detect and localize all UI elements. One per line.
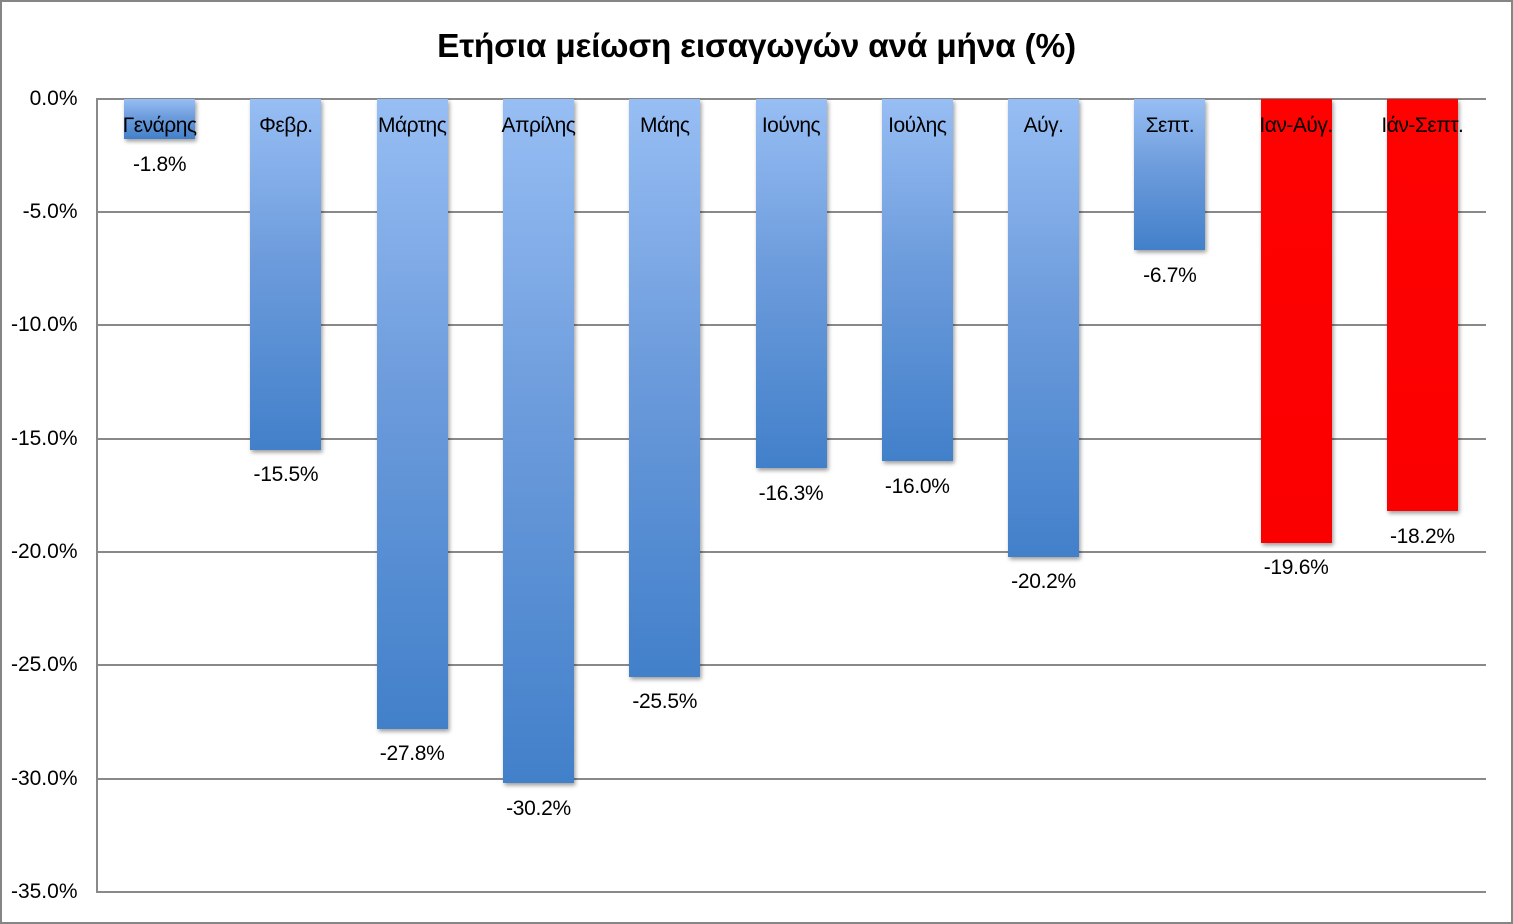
value-label-Απρίλης: -30.2% [506,796,571,820]
category-label-Φεβρ.: Φεβρ. [259,113,313,137]
category-label-Ιούλης: Ιούλης [888,113,947,137]
gridline--35.0% [96,891,1486,894]
value-label-Γενάρης: -1.8% [132,152,187,176]
category-label-Σεπτ.: Σεπτ. [1145,113,1195,137]
bar-Μάρτης [376,98,448,729]
category-label-Ιάν-Σεπτ.: Ιάν-Σεπτ. [1381,113,1464,137]
y-axis-tick-label: -15.0% [10,426,78,450]
y-axis-line [95,97,98,894]
value-label-Αύγ.: -20.2% [1011,570,1076,594]
category-label-Γενάρης: Γενάρης [122,113,197,137]
bar-Ιούνης [755,98,827,469]
bar-Ιούλης [881,98,953,462]
bar-Γενάρης [124,98,196,140]
gridline--30.0% [96,777,1486,780]
y-axis-tick-label: -35.0% [10,880,78,904]
value-label-Ιαν-Αύγ.: -19.6% [1263,556,1329,580]
category-label-Ιούνης: Ιούνης [761,113,821,137]
bar-Ιαν-Αύγ. [1260,98,1332,543]
value-label-Ιάν-Σεπτ.: -18.2% [1389,524,1455,548]
category-label-Μάρτης: Μάρτης [377,113,447,137]
bar-Ιάν-Σεπτ. [1386,98,1458,512]
bar-Σεπτ. [1134,98,1206,251]
value-label-Φεβρ.: -15.5% [253,463,319,487]
bar-Απρίλης [502,98,574,784]
y-axis-tick-label: -10.0% [10,313,78,337]
gridline--20.0% [96,551,1486,554]
y-axis-tick-label: -5.0% [22,199,78,223]
value-label-Σεπτ.: -6.7% [1143,263,1197,287]
category-label-Μάης: Μάης [640,113,690,137]
category-label-Ιαν-Αύγ.: Ιαν-Αύγ. [1259,113,1333,137]
bar-Φεβρ. [250,98,322,450]
value-label-Μάρτης: -27.8% [379,742,445,766]
bar-Μάης [629,98,701,677]
value-label-Ιούνης: -16.3% [758,481,824,505]
y-axis-tick-label: 0.0% [29,86,78,110]
gridline--25.0% [96,664,1486,667]
category-label-Αύγ.: Αύγ. [1023,113,1064,137]
y-axis-tick-label: -20.0% [10,540,78,564]
chart-title: Ετήσια μείωση εισαγωγών ανά μήνα (%) [437,28,1076,65]
y-axis-tick-label: -25.0% [10,653,78,677]
bar-Αύγ. [1008,98,1080,557]
category-label-Απρίλης: Απρίλης [501,113,576,137]
value-label-Ιούλης: -16.0% [884,474,950,498]
value-label-Μάης: -25.5% [632,690,698,714]
y-axis-tick-label: -30.0% [10,766,78,790]
